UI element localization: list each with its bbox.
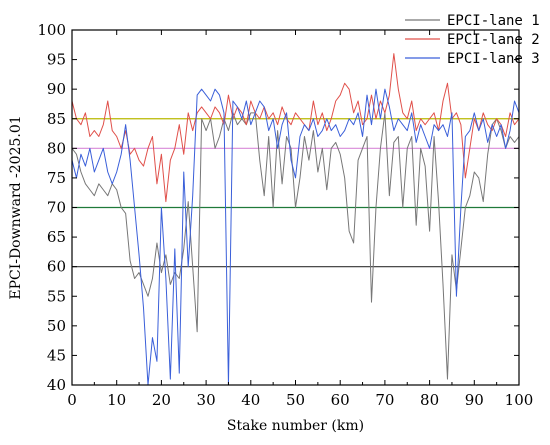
legend: EPCI-lane 1 EPCI-lane 2 EPCI-lane 3 (405, 13, 540, 67)
series-line-1 (71, 112, 520, 380)
x-tick-label: 20 (152, 391, 171, 409)
y-tick-label: 75 (47, 169, 66, 187)
legend-label-1: EPCI-lane 1 (447, 13, 540, 29)
legend-label-2: EPCI-lane 2 (447, 32, 540, 48)
x-tick-label: 80 (420, 391, 439, 409)
series-line-3 (71, 88, 520, 386)
series-line-2 (71, 53, 520, 203)
y-tick-label: 70 (47, 199, 66, 217)
y-tick-label: 85 (47, 110, 66, 128)
reference-lines (72, 118, 519, 268)
x-axis-title: Stake number (km) (227, 418, 364, 434)
x-tick-label: 100 (505, 391, 534, 409)
x-tick-label: 50 (286, 391, 305, 409)
y-tick-label: 65 (47, 228, 66, 246)
y-tick-label: 60 (47, 258, 66, 276)
y-tick-label: 45 (47, 346, 66, 364)
y-tick-label: 55 (47, 287, 66, 305)
x-tick-label: 40 (241, 391, 260, 409)
x-tick-label: 70 (375, 391, 394, 409)
x-tick-label: 60 (331, 391, 350, 409)
y-tick-label: 80 (47, 139, 66, 157)
x-tick-label: 30 (197, 391, 216, 409)
y-tick-label: 40 (47, 376, 66, 394)
series-lines (71, 53, 520, 386)
x-tick-label: 90 (465, 391, 484, 409)
legend-label-3: EPCI-lane 3 (447, 51, 540, 67)
x-tick-label: 10 (107, 391, 126, 409)
ticks: 0 10 20 30 40 50 60 70 80 90 100 40 45 50 55 60 65 70 75 80… (37, 21, 533, 409)
y-tick-label: 95 (47, 51, 66, 69)
y-tick-label: 90 (47, 80, 66, 98)
x-tick-label: 0 (67, 391, 77, 409)
y-tick-label: 50 (47, 317, 66, 335)
y-tick-label: 100 (37, 21, 66, 39)
y-axis-title: EPCI-Downward -2025.01 (8, 115, 24, 299)
